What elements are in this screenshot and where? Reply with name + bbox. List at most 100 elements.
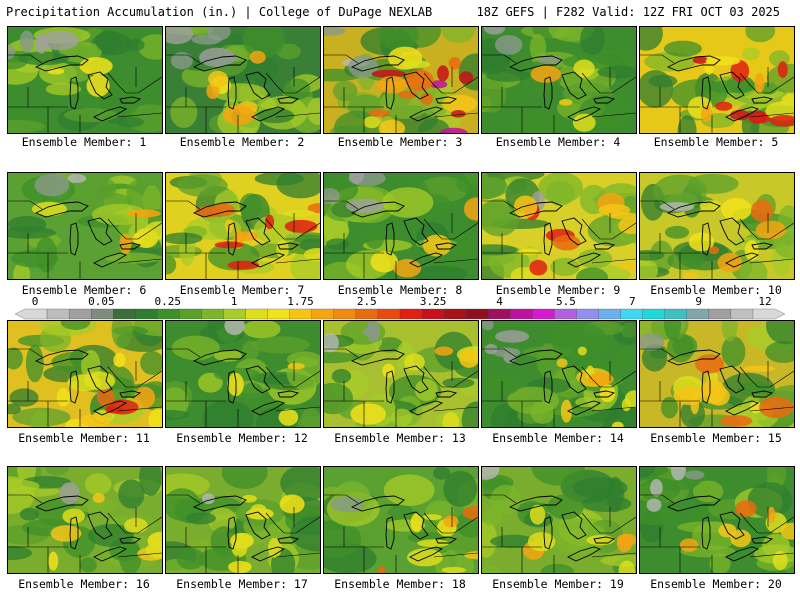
heavy-precip-patch [208, 70, 229, 88]
heavy-precip-patch [441, 94, 478, 113]
heavy-precip-patch [378, 119, 406, 133]
lake-outline [561, 511, 587, 540]
colorbar-swatch [532, 308, 555, 320]
lake-outline [435, 96, 458, 104]
heavy-precip-patch [560, 399, 573, 423]
precip-field [640, 173, 794, 279]
precip-blob [8, 546, 33, 560]
heavy-precip-patch [448, 57, 461, 70]
dry-patch [659, 202, 695, 212]
precip-blob [540, 563, 575, 573]
lake-outline [561, 217, 587, 246]
member-caption: Ensemble Member: 8 [337, 283, 463, 297]
precip-blob [742, 47, 760, 61]
lake-outline [385, 516, 395, 550]
ensemble-member-map [7, 172, 163, 280]
colorbar-swatch [664, 308, 688, 320]
heavy-precip-patch [717, 252, 743, 273]
lake-outline [277, 242, 300, 250]
colorbar-tick-label: 0.05 [88, 295, 115, 308]
boundary-line [107, 218, 162, 240]
dry-patch [324, 27, 346, 36]
dry-patch [34, 173, 70, 197]
product-title: Precipitation Accumulation (in.) | Colle… [6, 5, 433, 19]
dry-patch [482, 321, 494, 331]
ensemble-member-map [481, 172, 637, 280]
heavy-precip-patch [62, 508, 85, 524]
precip-blob [376, 337, 403, 353]
ensemble-member-map [639, 172, 795, 280]
heavy-precip-patch [228, 560, 252, 573]
heavy-precip-patch [56, 388, 70, 407]
heavy-precip-patch [744, 240, 759, 261]
heavy-precip-patch [287, 362, 305, 370]
lake-outline [751, 536, 774, 544]
dry-patch [170, 52, 193, 70]
heavy-precip-patch [777, 61, 788, 78]
precip-blob [663, 40, 702, 57]
heavy-precip-patch [398, 90, 418, 99]
precip-blob [280, 467, 320, 502]
lake-outline [701, 516, 711, 550]
lake-outline [408, 106, 444, 122]
boundary-line [581, 72, 636, 94]
precip-blob [687, 173, 739, 194]
boundary-line [265, 72, 320, 94]
heavy-precip-patch [701, 105, 713, 123]
boundary-line [166, 348, 201, 358]
heavy-precip-patch [759, 396, 794, 419]
lake-outline [250, 400, 286, 416]
lake-outline [350, 201, 405, 218]
ensemble-member-map [639, 466, 795, 574]
precip-blob [766, 321, 794, 345]
lake-outline [719, 511, 745, 540]
precip-blob [482, 244, 518, 256]
lake-outline [192, 201, 247, 218]
precip-blob [142, 185, 161, 217]
heavy-precip-patch [624, 390, 636, 408]
boundary-line [591, 112, 636, 118]
boundary-line [581, 366, 636, 388]
lake-outline [69, 76, 79, 110]
colorbar-tick-label: 9 [695, 295, 702, 308]
lake-outline [385, 222, 395, 256]
heavy-precip-patch [113, 352, 126, 368]
lake-outline [403, 217, 429, 246]
boundary-line [749, 258, 794, 264]
colorbar-swatch [311, 308, 335, 320]
heavy-precip-patch [513, 195, 538, 219]
boundary-line [433, 406, 478, 412]
member-caption: Ensemble Member: 9 [495, 283, 621, 297]
dry-patch [362, 327, 380, 337]
lake-outline [227, 516, 237, 550]
lake-outline [245, 365, 271, 394]
precip-blob [116, 116, 144, 128]
colorbar-swatch [179, 308, 203, 320]
heavy-precip-patch [249, 50, 266, 64]
dry-patch [670, 467, 686, 481]
lake-outline [751, 242, 774, 250]
precip-field [166, 467, 320, 573]
heavy-precip-patch [587, 372, 614, 386]
precip-blob [482, 509, 503, 526]
valid-time: 18Z GEFS | F282 Valid: 12Z FRI OCT 03 20… [476, 5, 780, 19]
heavy-precip-patch [529, 259, 548, 276]
boundary-line [739, 512, 794, 534]
colorbar-swatch [223, 308, 247, 320]
lake-outline [593, 96, 616, 104]
heavy-precip-patch [429, 80, 448, 89]
precip-blob [9, 388, 39, 407]
precip-blob [331, 368, 352, 384]
lake-outline [566, 106, 602, 122]
boundary-line [739, 218, 794, 240]
member-caption: Ensemble Member: 20 [650, 577, 782, 591]
lake-outline [666, 201, 721, 218]
boundary-line [482, 348, 517, 358]
heavy-precip-patch [598, 204, 631, 217]
precip-blob [456, 173, 478, 195]
heavy-precip-patch [780, 522, 794, 540]
precip-blob [602, 407, 636, 427]
boundary-line [433, 258, 478, 264]
lake-outline [543, 370, 553, 404]
lake-outline [34, 201, 89, 218]
